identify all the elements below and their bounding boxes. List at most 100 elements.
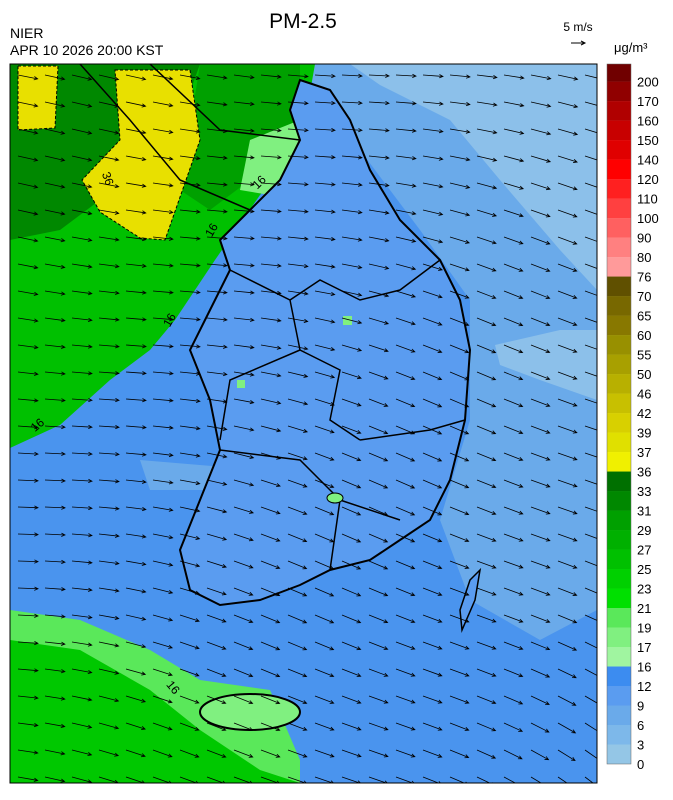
wind-arrow	[206, 74, 228, 80]
wind-arrow	[206, 614, 227, 623]
wind-arrow	[206, 452, 228, 459]
wind-arrow	[476, 263, 497, 272]
wind-arrow	[449, 155, 471, 162]
wind-arrow	[179, 101, 201, 107]
colorbar-frame	[606, 63, 632, 765]
wind-arrow	[395, 749, 416, 758]
wind-arrow	[233, 101, 255, 106]
wind-arrow	[233, 533, 254, 542]
wind-arrow	[206, 236, 228, 241]
wind-arrow	[260, 101, 282, 106]
wind-arrow	[395, 290, 417, 298]
wind-arrow	[503, 587, 524, 596]
wind-arrow	[557, 560, 578, 569]
wind-arrow	[71, 614, 93, 620]
wind-arrow	[17, 559, 39, 564]
wind-arrow	[503, 317, 524, 327]
wind-arrow	[287, 641, 308, 651]
colorbar-label: 65	[637, 309, 651, 324]
color-bin	[607, 666, 631, 687]
wind-arrow	[341, 128, 363, 133]
wind-arrow	[314, 668, 335, 678]
wind-arrow	[287, 533, 308, 543]
colorbar: 0369121617192123252729313336373942465055…	[606, 63, 659, 772]
wind-arrow	[368, 560, 389, 570]
wind-arrow	[179, 641, 200, 650]
wind-arrow	[17, 128, 39, 135]
wind-arrow	[287, 479, 308, 488]
wind-arrow	[17, 776, 39, 782]
wind-arrow	[152, 695, 173, 704]
wind-arrow	[233, 290, 255, 295]
wind-arrow	[584, 776, 594, 783]
wind-arrow	[179, 560, 201, 568]
wind-arrow	[314, 290, 336, 297]
wind-scale: 5 m/s	[563, 20, 592, 34]
wind-arrow	[287, 74, 309, 79]
colorbar-label: 6	[637, 718, 644, 733]
wind-arrow	[449, 695, 470, 704]
wind-arrow	[341, 749, 362, 758]
wind-arrow	[368, 100, 390, 106]
wind-arrow	[260, 74, 282, 79]
wind-arrow	[503, 182, 525, 190]
wind-arrow	[422, 290, 443, 299]
color-bin	[607, 647, 631, 667]
wind-arrow	[206, 695, 227, 704]
wind-arrow	[584, 560, 597, 567]
wind-arrow	[557, 317, 578, 326]
wind-arrow	[233, 182, 255, 187]
wind-arrow	[179, 155, 201, 161]
wind-arrow	[71, 155, 93, 162]
wind-arrow	[368, 452, 389, 462]
wind-arrow	[98, 74, 120, 81]
wind-arrow	[422, 533, 443, 543]
wind-arrow	[503, 263, 524, 272]
wind-arrow	[530, 290, 551, 299]
wind-arrow	[98, 722, 120, 730]
wind-arrow	[125, 344, 147, 349]
wind-arrow	[584, 641, 597, 649]
wind-arrow	[260, 533, 281, 542]
wind-arrow	[530, 317, 551, 327]
wind-arrow	[476, 776, 494, 783]
wind-arrow	[503, 722, 524, 732]
wind-arrow	[17, 425, 39, 430]
wind-arrow	[341, 452, 362, 462]
wind-arrow	[503, 236, 524, 245]
wind-arrow	[152, 398, 174, 403]
wind-arrow	[17, 478, 39, 483]
wind-arrow	[233, 155, 255, 160]
wind-arrow	[530, 128, 552, 136]
wind-arrow	[314, 344, 336, 352]
wind-arrow	[44, 101, 66, 108]
wind-arrow	[71, 560, 93, 565]
wind-arrow	[476, 533, 497, 542]
wind-arrow	[557, 128, 579, 136]
wind-arrow	[179, 182, 201, 188]
wind-arrow	[530, 398, 551, 407]
color-bin	[607, 432, 631, 453]
wind-arrow	[125, 209, 147, 215]
wind-arrow	[71, 722, 93, 729]
wind-arrow	[125, 182, 147, 188]
wind-arrow	[152, 587, 174, 595]
wind-arrow	[44, 290, 66, 296]
wind-arrow	[152, 344, 174, 349]
wind-arrow	[17, 451, 39, 456]
wind-arrow	[422, 101, 444, 106]
color-bin	[607, 315, 631, 336]
wind-arrow	[125, 668, 147, 676]
wind-arrow	[476, 506, 497, 515]
wind-arrow	[44, 695, 66, 701]
wind-arrow	[503, 452, 524, 461]
wind-arrow	[206, 587, 227, 596]
wind-arrow	[179, 128, 201, 134]
wind-arrow	[260, 317, 282, 323]
wind-arrow	[368, 398, 389, 407]
wind-arrow	[422, 425, 443, 435]
colorbar-label: 46	[637, 387, 651, 402]
wind-arrow	[125, 101, 147, 108]
wind-arrow	[287, 749, 308, 758]
wind-arrow	[287, 101, 309, 106]
